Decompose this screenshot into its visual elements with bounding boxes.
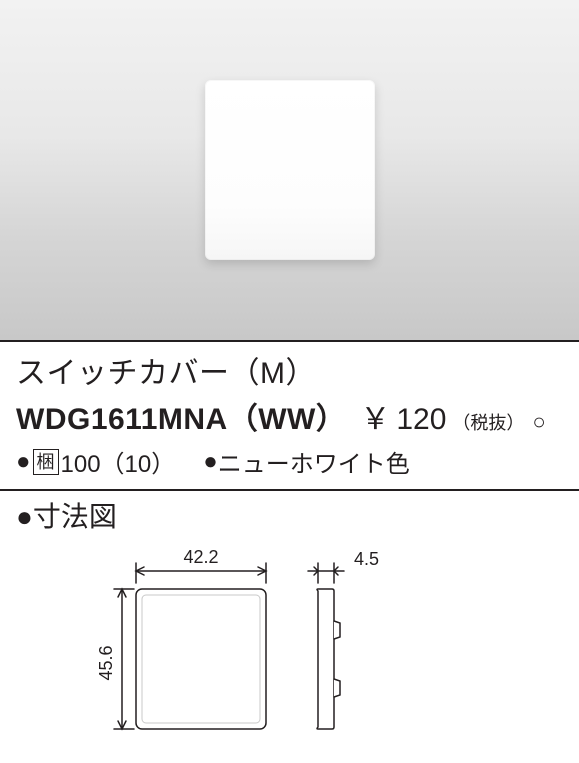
- dim-height-label: 45.6: [96, 645, 116, 680]
- dim-title-bullet-icon: ●: [16, 501, 33, 532]
- product-plate-image: [205, 80, 375, 260]
- color-spec: ● ニューホワイト色: [203, 444, 410, 479]
- pack-spec: ● 梱 100（10）: [16, 444, 175, 479]
- availability-mark: ○: [532, 409, 545, 435]
- dimension-section: ●寸法図 42.2 45.6: [0, 491, 579, 763]
- color-text: ニューホワイト色: [218, 444, 410, 479]
- dim-depth-label: 4.5: [354, 549, 379, 569]
- product-info-block: スイッチカバー（M） WDG1611MNA（WW） ￥120 （税抜） ○ ● 梱…: [0, 342, 579, 489]
- pack-kanji-box: 梱: [33, 449, 59, 475]
- price-currency: ￥: [360, 394, 390, 438]
- dim-title-text: 寸法図: [33, 501, 117, 532]
- dimension-title: ●寸法図: [16, 495, 563, 535]
- pack-qty: 100（10）: [61, 444, 176, 479]
- dimension-drawing: 42.2 45.6 4.5: [16, 541, 416, 751]
- product-code: WDG1611MNA（WW）: [16, 394, 346, 438]
- code-price-row: WDG1611MNA（WW） ￥120 （税抜） ○: [16, 394, 563, 438]
- color-bullet-icon: ●: [203, 448, 218, 476]
- product-photo-area: [0, 0, 579, 340]
- price-value: 120: [396, 403, 446, 437]
- spec-row: ● 梱 100（10） ● ニューホワイト色: [16, 444, 563, 479]
- dim-width-label: 42.2: [183, 547, 218, 567]
- pack-bullet-icon: ●: [16, 448, 31, 476]
- tax-note: （税抜）: [452, 409, 524, 435]
- product-name: スイッチカバー（M）: [16, 348, 563, 392]
